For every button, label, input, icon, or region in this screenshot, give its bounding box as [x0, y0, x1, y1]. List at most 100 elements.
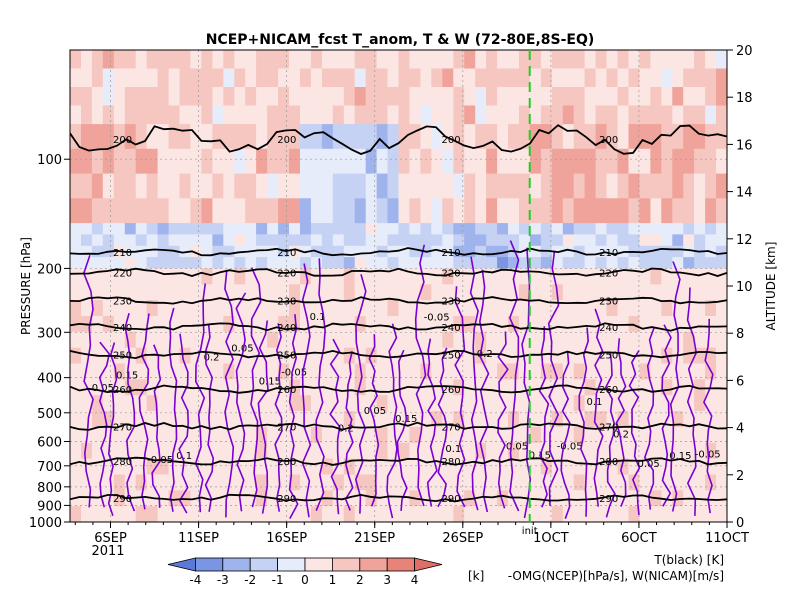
pressure-tick-label: 400: [37, 372, 62, 387]
anomaly-cell: [146, 300, 159, 317]
anomaly-cell: [310, 105, 323, 125]
anomaly-cell: [387, 124, 399, 150]
anomaly-cell: [289, 316, 301, 333]
anomaly-cell: [617, 50, 630, 70]
anomaly-cell: [91, 87, 104, 107]
anomaly-cell: [201, 458, 213, 475]
anomaly-cell: [376, 68, 389, 88]
anomaly-cell: [529, 458, 542, 475]
anomaly-cell: [179, 395, 191, 412]
anomaly-cell: [650, 268, 662, 285]
anomaly-cell: [124, 395, 137, 412]
anomaly-cell: [234, 105, 246, 125]
anomaly-cell: [705, 223, 717, 235]
anomaly-cell: [365, 87, 378, 107]
anomaly-cell: [81, 284, 93, 301]
colorbar: -4 -3 -2 -1 0 1 2 3 4: [167, 557, 443, 587]
anomaly-cell: [672, 395, 684, 412]
anomaly-cell: [146, 347, 159, 365]
anomaly-cell: [245, 379, 257, 396]
anomaly-cell: [300, 105, 312, 125]
anomaly-cell: [464, 363, 476, 380]
anomaly-cell: [81, 245, 93, 258]
anomaly-cell: [431, 300, 443, 317]
anomaly-cell: [146, 50, 159, 70]
anomaly-cell: [300, 173, 312, 199]
anomaly-cell: [595, 442, 608, 460]
anomaly-cell: [70, 331, 82, 349]
anomaly-cell: [584, 234, 597, 247]
anomaly-cell: [91, 506, 104, 522]
anomaly-cell: [387, 198, 399, 224]
anomaly-cell: [81, 105, 93, 125]
omega-contour: [578, 327, 590, 517]
anomaly-cell: [475, 347, 487, 365]
anomaly-cell: [201, 331, 213, 349]
anomaly-cell: [190, 474, 202, 491]
anomaly-cell: [223, 257, 235, 269]
anomaly-cell: [124, 442, 137, 460]
anomaly-cell: [289, 50, 301, 70]
anomaly-cell: [354, 268, 367, 285]
anomaly-cell: [431, 442, 443, 460]
temperature-contour-label: 200: [277, 135, 296, 146]
anomaly-cell: [650, 148, 662, 175]
anomaly-cell: [420, 268, 432, 285]
anomaly-cell: [551, 87, 564, 107]
anomaly-cell: [70, 442, 82, 460]
anomaly-cell: [420, 124, 432, 150]
anomaly-cell: [343, 68, 356, 88]
anomaly-cell: [256, 474, 268, 491]
anomaly-cell: [343, 257, 356, 269]
anomaly-cell: [508, 87, 520, 107]
anomaly-cell: [431, 257, 443, 269]
anomaly-cell: [464, 411, 476, 428]
time-tick-label: 16SEP: [266, 531, 307, 546]
anomaly-cell: [113, 363, 126, 380]
anomaly-cell: [573, 506, 586, 522]
anomaly-cell: [672, 316, 684, 333]
anomaly-cell: [683, 284, 695, 301]
anomaly-cell: [442, 379, 454, 396]
anomaly-cell: [387, 234, 399, 247]
anomaly-cell: [321, 426, 334, 444]
anomaly-cell: [497, 395, 509, 412]
anomaly-cell: [661, 148, 673, 175]
omega-label: 0.1: [176, 451, 192, 462]
colorbar-swatch: [194, 557, 224, 572]
anomaly-cell: [672, 105, 684, 125]
anomaly-cell: [497, 105, 509, 125]
anomaly-cell: [431, 234, 443, 247]
anomaly-cell: [694, 474, 706, 491]
anomaly-cell: [551, 234, 564, 247]
anomaly-cell: [694, 124, 706, 150]
anomaly-cell: [606, 426, 619, 444]
anomaly-cell: [442, 442, 454, 460]
anomaly-cell: [321, 363, 334, 380]
anomaly-cell: [453, 198, 465, 224]
anomaly-cell: [409, 268, 421, 285]
temperature-contour-label: 240: [442, 323, 461, 334]
anomaly-cell: [113, 379, 126, 396]
anomaly-cell: [267, 395, 279, 412]
anomaly-cell: [256, 50, 268, 70]
anomaly-cell: [310, 474, 323, 491]
anomaly-cell: [179, 284, 191, 301]
anomaly-cell: [628, 124, 641, 150]
anomaly-cell: [190, 268, 202, 285]
anomaly-cell: [168, 458, 181, 475]
anomaly-cell: [365, 506, 378, 522]
anomaly-cell: [179, 458, 191, 475]
anomaly-cell: [157, 68, 170, 88]
anomaly-cell: [256, 426, 268, 444]
anomaly-cell: [606, 379, 619, 396]
anomaly-cell: [716, 105, 727, 125]
anomaly-cell: [486, 198, 498, 224]
anomaly-cell: [486, 284, 498, 301]
time-tick-label: 11SEP: [178, 531, 219, 546]
anomaly-cell: [639, 198, 651, 224]
anomaly-cell: [332, 379, 345, 396]
anomaly-cell: [486, 474, 498, 491]
anomaly-cell: [212, 442, 224, 460]
anomaly-cell: [442, 331, 454, 349]
